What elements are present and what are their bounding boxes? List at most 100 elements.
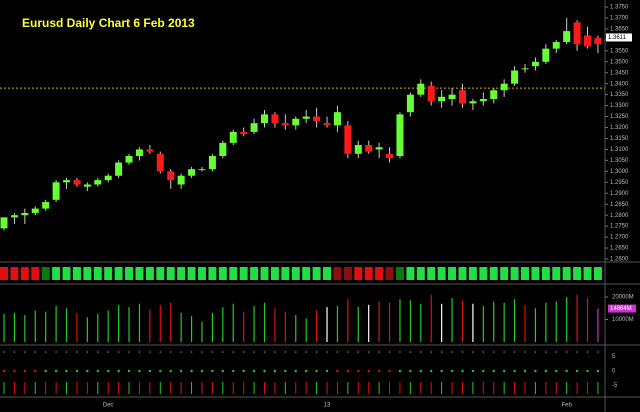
candle-body xyxy=(229,131,237,143)
osc-dot xyxy=(169,351,172,353)
y-tick-label: 1.3650 xyxy=(610,26,629,32)
candle-body xyxy=(563,31,571,43)
osc-dot xyxy=(138,351,141,353)
osc-dot xyxy=(347,351,349,353)
signal-cell xyxy=(104,267,113,280)
signal-cell xyxy=(552,267,561,280)
osc-dot xyxy=(325,369,329,373)
osc-dot xyxy=(586,351,589,353)
signal-cell xyxy=(270,267,279,280)
signal-cell xyxy=(354,267,363,280)
osc-dot xyxy=(200,369,204,373)
volume-last-label: 14864M xyxy=(610,306,632,312)
osc-dot xyxy=(482,369,485,373)
osc-dot xyxy=(586,369,589,373)
candle-body xyxy=(406,94,414,113)
signal-cell xyxy=(197,267,206,280)
candle-body xyxy=(542,48,550,62)
y-tick-label: 1.2700 xyxy=(610,235,629,241)
osc-dot xyxy=(34,351,37,353)
osc-dot xyxy=(367,369,370,373)
osc-dot xyxy=(159,369,162,373)
osc-dot xyxy=(377,369,381,373)
signal-cell xyxy=(187,267,196,280)
osc-dot xyxy=(409,369,412,373)
signal-cell xyxy=(437,267,446,280)
osc-dot xyxy=(274,351,276,353)
candle-body xyxy=(458,90,466,104)
osc-dot xyxy=(201,351,203,353)
osc-dot xyxy=(534,351,537,353)
osc-dot xyxy=(253,351,255,353)
osc-dot xyxy=(305,351,307,353)
y-tick-label: 1.3300 xyxy=(610,103,629,109)
signal-cell xyxy=(500,267,509,280)
candle-body xyxy=(573,22,581,45)
osc-dot xyxy=(127,369,131,373)
osc-dot xyxy=(128,351,130,353)
candle-body xyxy=(417,83,425,95)
candle-body xyxy=(333,112,341,126)
signal-cell xyxy=(83,267,92,280)
osc-dot xyxy=(13,351,16,353)
candle-body xyxy=(521,68,529,70)
y-tick-label: 1.3700 xyxy=(610,16,629,22)
y-tick-label: 20000M xyxy=(612,295,634,301)
osc-dot xyxy=(263,351,266,353)
candle-body xyxy=(261,114,268,124)
signal-cell xyxy=(521,267,529,280)
candle-body xyxy=(302,116,310,119)
osc-dot xyxy=(388,351,391,353)
candle-body xyxy=(63,180,71,183)
signal-cell xyxy=(562,267,571,280)
osc-dot xyxy=(451,351,453,353)
last-price-label: 1.3611 xyxy=(608,35,627,41)
signal-cell xyxy=(312,267,321,280)
osc-dot xyxy=(86,351,89,353)
candle-body xyxy=(83,184,91,187)
osc-dot xyxy=(44,369,47,373)
osc-dot xyxy=(575,369,579,373)
candle-body xyxy=(177,175,185,185)
signal-cell xyxy=(541,267,550,280)
osc-dot xyxy=(107,351,109,353)
osc-dot xyxy=(420,351,422,353)
osc-dot xyxy=(409,351,412,353)
y-tick-label: 1.2800 xyxy=(610,213,629,219)
osc-dot xyxy=(461,351,464,353)
candle-body xyxy=(313,116,321,121)
osc-dot xyxy=(565,351,568,353)
signal-cell xyxy=(458,267,467,280)
candle-body xyxy=(323,123,331,126)
y-tick-label: 1.3400 xyxy=(610,81,629,87)
osc-dot xyxy=(346,369,350,373)
osc-dot xyxy=(169,369,172,373)
y-tick-label: 1.3250 xyxy=(610,114,629,120)
osc-dot xyxy=(336,351,339,353)
signal-cell xyxy=(291,267,300,280)
osc-dot xyxy=(75,369,79,373)
osc-dot xyxy=(502,369,506,373)
osc-dot xyxy=(471,369,475,373)
candle-body xyxy=(281,123,289,126)
y-tick-label: 1.3450 xyxy=(610,70,629,76)
candle-body xyxy=(31,208,39,213)
candle-body xyxy=(292,118,300,126)
osc-dot xyxy=(190,369,193,373)
signal-cell xyxy=(20,267,29,280)
osc-dot xyxy=(450,369,454,373)
osc-dot xyxy=(284,369,287,373)
y-tick-label: 1.2750 xyxy=(610,224,629,230)
candle-body xyxy=(365,145,373,152)
osc-dot xyxy=(138,369,141,373)
signal-cell xyxy=(573,267,582,280)
osc-dot xyxy=(565,369,568,373)
osc-dot xyxy=(430,369,433,373)
osc-dot xyxy=(555,351,558,353)
osc-dot xyxy=(242,351,245,353)
y-tick-label: 1.3750 xyxy=(610,5,629,11)
candle-body xyxy=(156,153,164,172)
osc-dot xyxy=(492,351,495,353)
candle-body xyxy=(167,171,175,181)
